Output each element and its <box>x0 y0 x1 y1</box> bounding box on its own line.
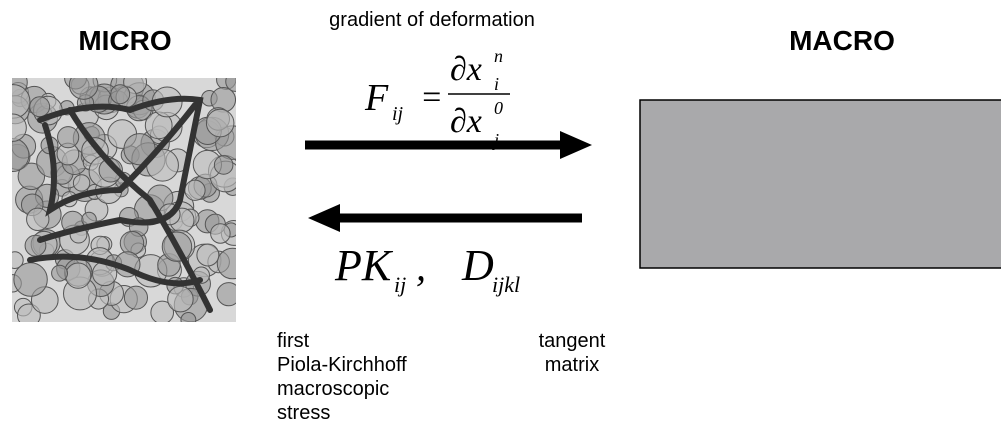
formula-num: ∂x <box>450 51 482 88</box>
grain <box>12 113 27 142</box>
grain <box>110 84 131 105</box>
formula-comma: , <box>416 244 426 289</box>
formula-num-sub: i <box>494 74 499 94</box>
grain <box>65 262 92 289</box>
macro-title: MACRO <box>789 25 895 56</box>
chain <box>37 95 204 243</box>
grain <box>123 285 149 310</box>
micro-title: MICRO <box>78 25 171 56</box>
formula-tangent: D <box>461 241 494 290</box>
formula-stress-sub: ij <box>394 272 406 297</box>
grain <box>12 84 31 119</box>
formula-den-sup: 0 <box>494 98 503 118</box>
grain <box>119 230 145 256</box>
grain <box>51 264 69 282</box>
grain <box>150 300 175 322</box>
chain <box>42 102 198 217</box>
grain <box>57 126 80 149</box>
chain <box>67 107 213 313</box>
formula-lhs: F <box>364 77 389 119</box>
grain <box>225 78 236 92</box>
grain <box>72 174 91 192</box>
grain <box>167 285 194 313</box>
grain <box>210 223 231 244</box>
forward-caption: gradient of deformation <box>329 9 535 31</box>
grain <box>98 158 123 183</box>
grain <box>213 155 234 175</box>
tangent-label-line: tangent <box>539 330 606 352</box>
formula-num-sup: n <box>494 46 503 66</box>
forward-arrow-head <box>560 131 592 159</box>
grain <box>13 262 48 297</box>
formula-equals: = <box>420 79 443 116</box>
macro-body <box>639 99 1001 269</box>
stress-label-line: stress <box>277 402 330 424</box>
grain <box>180 311 197 322</box>
grain <box>216 282 236 307</box>
grain <box>26 207 50 231</box>
grain <box>196 243 220 267</box>
grain <box>29 96 51 118</box>
tangent-label-line: matrix <box>545 354 599 376</box>
grain <box>17 162 46 191</box>
force-chains <box>27 95 213 313</box>
grain <box>12 251 24 269</box>
stress-label-line: macroscopic <box>277 378 389 400</box>
formula-lhs-sub: ij <box>392 103 404 125</box>
backward-arrow-head <box>308 204 340 232</box>
grain <box>12 138 30 173</box>
stress-label-line: Piola-Kirchhoff <box>277 354 407 376</box>
chain <box>27 253 203 287</box>
formula-tangent-sub: ijkl <box>492 272 520 297</box>
formula-den: ∂x <box>450 103 482 140</box>
stress-label-line: first <box>277 330 310 352</box>
grain <box>68 78 99 100</box>
grain <box>205 108 235 138</box>
formula-stress: PK <box>334 241 394 290</box>
grain <box>216 247 236 280</box>
grain <box>184 179 206 201</box>
formula-den-sub: j <box>492 130 499 150</box>
